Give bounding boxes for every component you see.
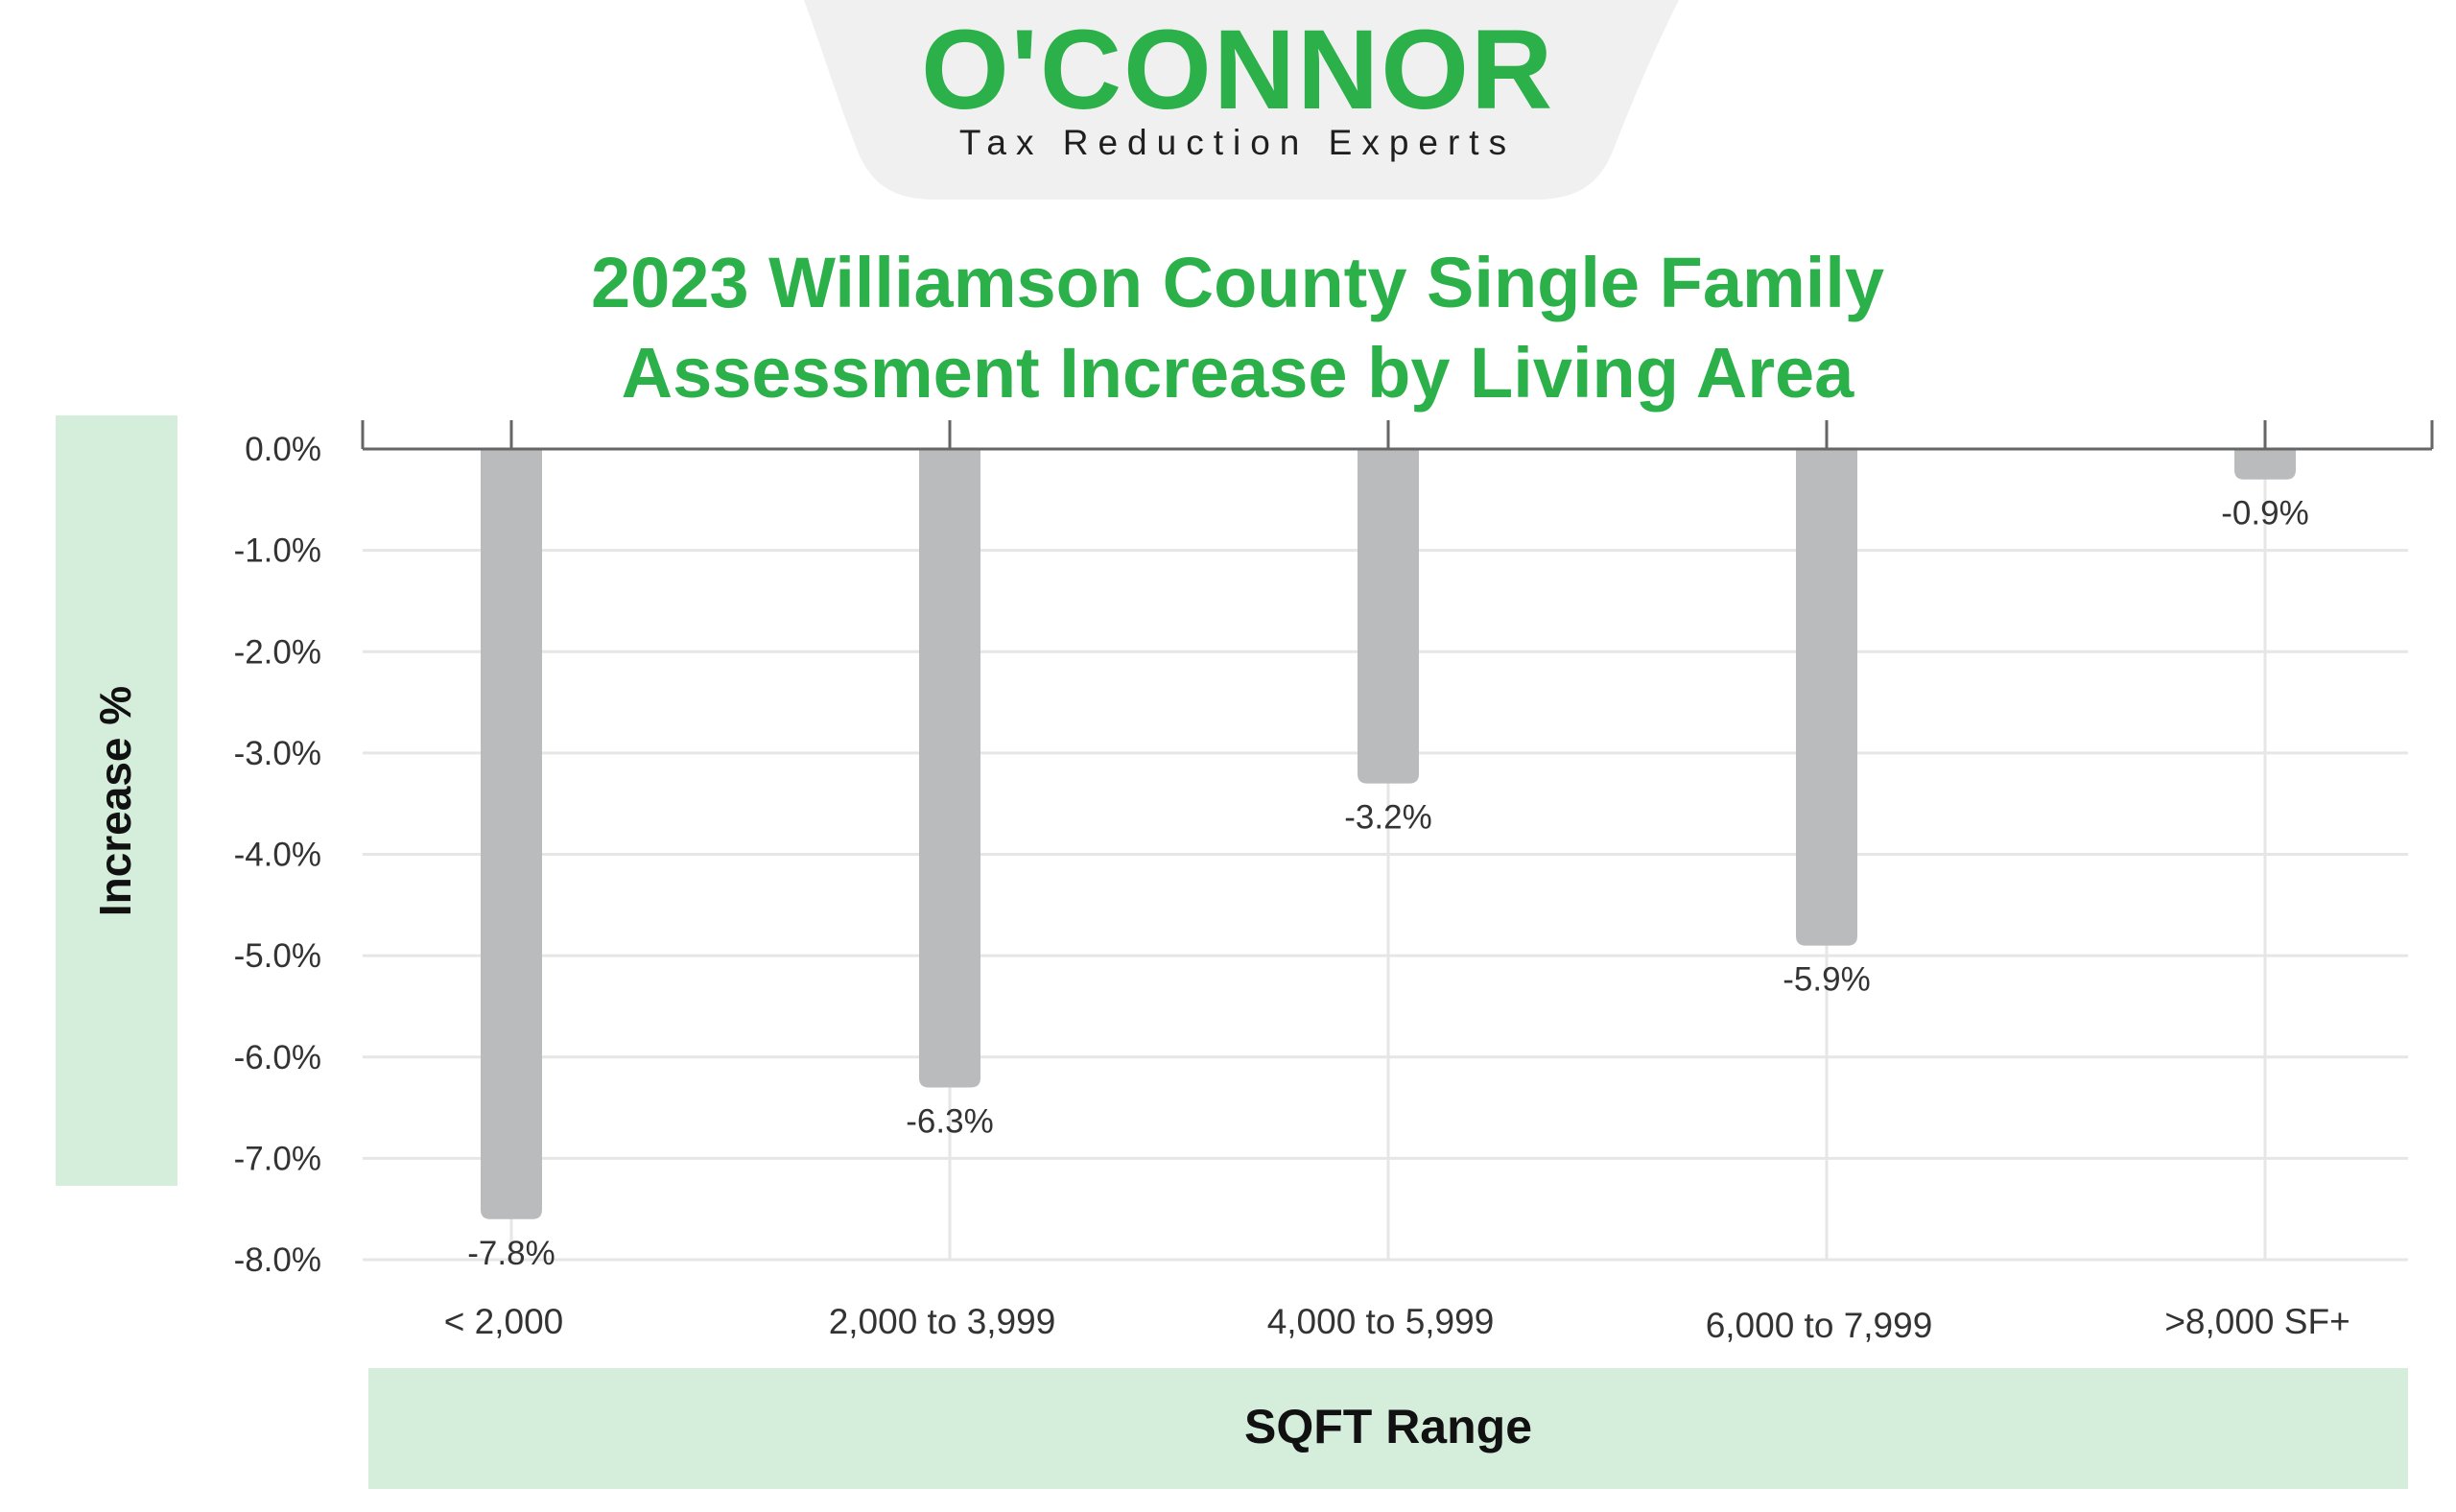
data-label: -6.3% (906, 1102, 993, 1140)
logo-tagline: Tax Reduction Experts (958, 123, 1517, 162)
y-tick-label: -3.0% (234, 735, 321, 772)
bar-shape (1358, 449, 1419, 784)
y-tick-label: 0.0% (245, 431, 321, 468)
x-tick-label: < 2,000 (444, 1302, 563, 1341)
x-tick-label: 4,000 to 5,999 (1267, 1302, 1495, 1341)
y-tick-label: -2.0% (234, 633, 321, 671)
chart-title-line-2: Assessment Increase by Living Area (621, 333, 1854, 413)
chart-title: 2023 Williamson County Single Family Ass… (365, 238, 2111, 418)
y-tick-label: -8.0% (234, 1241, 321, 1279)
x-tick-label: 6,000 to 7,999 (1706, 1306, 1933, 1345)
bar (481, 449, 542, 1219)
bar-shape (919, 449, 980, 1088)
data-label: -0.9% (2221, 495, 2308, 532)
data-label: -7.8% (467, 1235, 555, 1272)
x-axis-label-panel (368, 1368, 2408, 1489)
logo-brand: O'CONNOR (921, 7, 1555, 133)
y-tick-label: -6.0% (234, 1039, 321, 1076)
y-tick-label: -1.0% (234, 532, 321, 570)
y-tick-label: -5.0% (234, 937, 321, 975)
data-label: -5.9% (1783, 961, 1870, 999)
y-axis-label-panel (56, 415, 177, 1186)
bar (2234, 449, 2296, 480)
chart-title-line-1: 2023 Williamson County Single Family (590, 243, 1885, 322)
x-tick-label: >8,000 SF+ (2164, 1302, 2350, 1341)
y-tick-label: -7.0% (234, 1140, 321, 1177)
bar-shape (2234, 449, 2296, 480)
bar-shape (1796, 449, 1857, 946)
x-axis-label: SQFT Range (1244, 1400, 1532, 1453)
bar (1358, 449, 1419, 784)
y-tick-label: -4.0% (234, 837, 321, 874)
bar (919, 449, 980, 1088)
bar (1796, 449, 1857, 946)
y-axis-label: Increase % (90, 686, 140, 916)
data-label: -3.2% (1344, 799, 1431, 837)
logo-tab-background (804, 0, 1679, 200)
bar-shape (481, 449, 542, 1219)
x-tick-label: 2,000 to 3,999 (829, 1302, 1056, 1341)
